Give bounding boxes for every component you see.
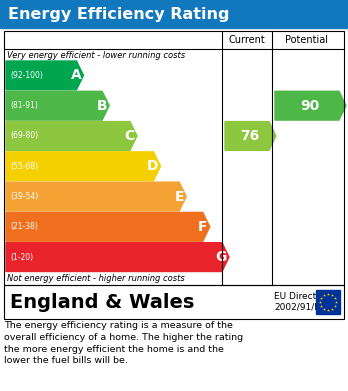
Text: 76: 76 [240,129,259,143]
Text: Current: Current [229,35,266,45]
Text: B: B [96,99,107,113]
Bar [4,285,344,319]
Text: (81-91): (81-91) [10,101,38,110]
Text: A: A [71,68,81,83]
Polygon shape [275,91,346,120]
Text: The energy efficiency rating is a measure of the
overall efficiency of a home. T: The energy efficiency rating is a measur… [4,321,243,366]
Bar [4,31,344,285]
Text: Very energy efficient - lower running costs: Very energy efficient - lower running co… [7,51,185,60]
Text: (21-38): (21-38) [10,222,38,231]
Text: England & Wales: England & Wales [10,292,195,312]
Text: G: G [216,250,227,264]
Text: Energy Efficiency Rating: Energy Efficiency Rating [8,7,229,22]
Bar [0,0,348,28]
Polygon shape [6,152,160,181]
Text: E: E [175,190,184,204]
Text: (39-54): (39-54) [10,192,38,201]
Polygon shape [6,122,137,151]
Text: (69-80): (69-80) [10,131,38,140]
Text: Potential: Potential [285,35,329,45]
Polygon shape [225,122,276,151]
Bar [316,290,340,314]
Text: F: F [198,220,208,234]
Text: (55-68): (55-68) [10,162,38,171]
Polygon shape [6,182,186,211]
Polygon shape [6,61,84,90]
Polygon shape [6,91,109,120]
Polygon shape [6,243,229,271]
Text: (92-100): (92-100) [10,71,43,80]
Text: Not energy efficient - higher running costs: Not energy efficient - higher running co… [7,274,185,283]
Text: (1-20): (1-20) [10,253,33,262]
Text: 90: 90 [300,99,319,113]
Text: C: C [125,129,135,143]
Text: D: D [147,159,159,173]
Polygon shape [6,212,210,241]
Text: EU Directive
2002/91/EC: EU Directive 2002/91/EC [274,292,330,312]
